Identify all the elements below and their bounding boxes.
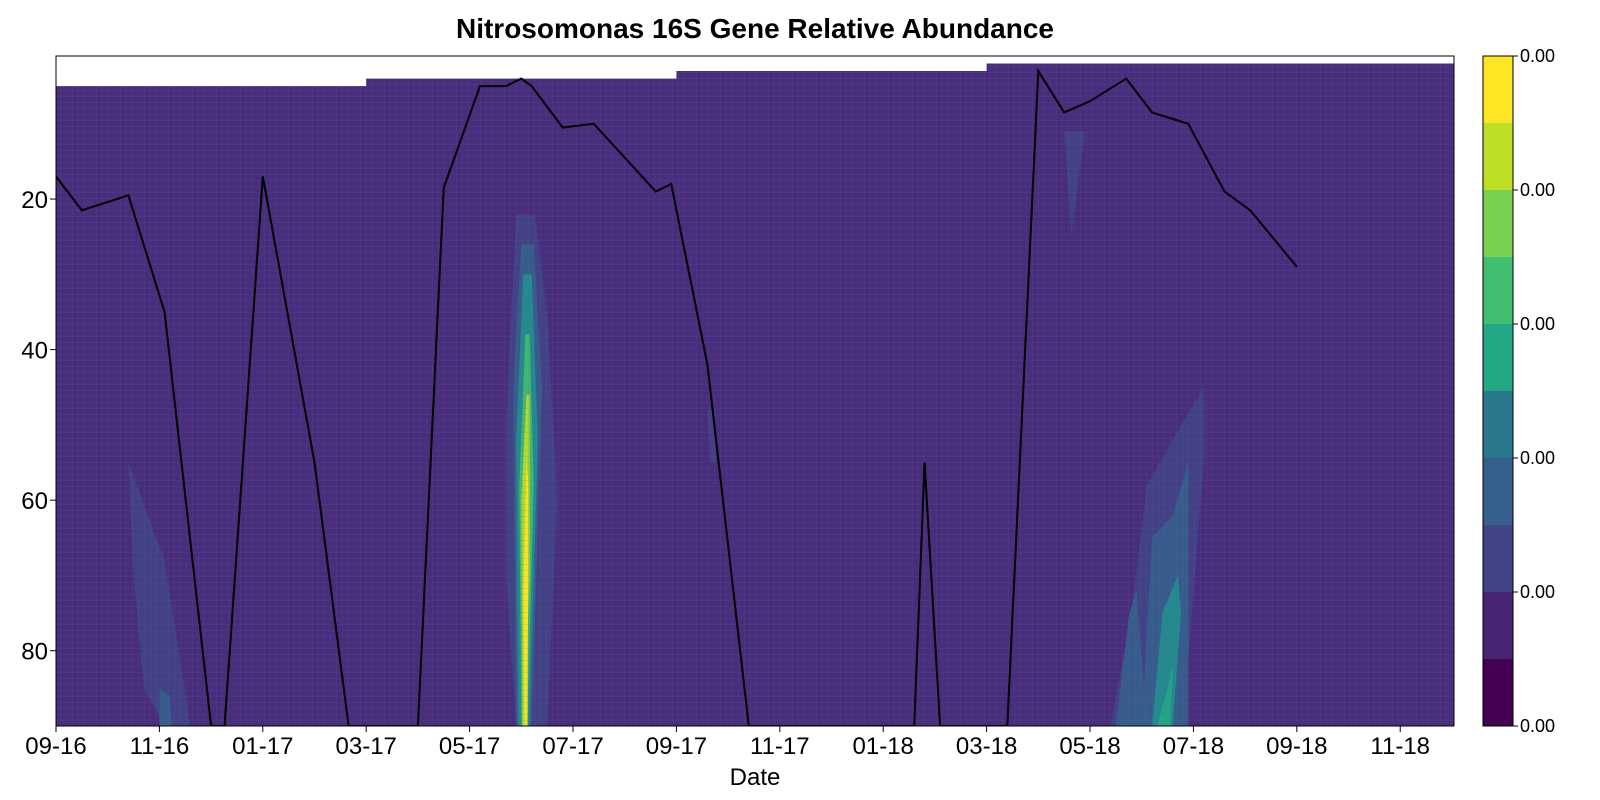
x-tick-label: 01-17 [232, 733, 293, 760]
x-tick-label: 07-17 [542, 733, 603, 760]
line-series [56, 67, 1298, 726]
colorbar: 0.00 0.00 0.00 0.00 0.00 0.00 [1482, 46, 1555, 736]
x-axis-label: Date [730, 764, 781, 791]
x-axis: 09-16 11-16 01-17 03-17 05-17 07-17 09-17 11-17… [25, 726, 1430, 760]
x-tick-label: 09-17 [646, 733, 707, 760]
x-tick-label: 11-18 [1370, 733, 1430, 760]
x-tick-label: 07-18 [1163, 733, 1224, 760]
x-tick-label: 09-16 [25, 733, 86, 760]
x-tick-label: 09-18 [1266, 733, 1327, 760]
plot-frame [55, 55, 1455, 727]
colorbar-tick-label: 0.00 [1520, 716, 1555, 736]
heatmap-grid [56, 63, 1454, 726]
colorbar-level-2 [1483, 525, 1513, 592]
x-tick-label: 05-18 [1059, 733, 1120, 760]
colorbar-level-7 [1483, 190, 1513, 257]
colorbar-level-1 [1483, 592, 1513, 659]
x-tick-label: 03-17 [336, 733, 397, 760]
y-tick-label: 80 [21, 639, 48, 666]
y-tick-label: 40 [21, 338, 48, 365]
colorbar-tick-label: 0.00 [1520, 448, 1555, 468]
x-tick-label: 03-18 [956, 733, 1017, 760]
chart-title: Nitrosomonas 16S Gene Relative Abundance [456, 13, 1054, 44]
colorbar-level-3 [1483, 458, 1513, 525]
x-tick-label: 01-18 [853, 733, 914, 760]
y-tick-label: 20 [21, 187, 48, 214]
colorbar-frame [1482, 55, 1514, 727]
colorbar-level-8 [1483, 123, 1513, 190]
colorbar-level-4 [1483, 391, 1513, 458]
y-axis: 20 40 60 80 [21, 187, 56, 666]
line-layer [56, 67, 1298, 726]
x-tick-label: 11-17 [750, 733, 810, 760]
colorbar-level-5 [1483, 324, 1513, 391]
colorbar-tick-label: 0.00 [1520, 46, 1555, 66]
plot-area [56, 56, 1454, 726]
x-tick-label: 05-17 [439, 733, 500, 760]
colorbar-level-9 [1483, 56, 1513, 123]
x-tick-label: 11-16 [130, 733, 190, 760]
colorbar-tick-label: 0.00 [1520, 180, 1555, 200]
heatmap-gridlines [56, 63, 1454, 726]
colorbar-level-0 [1483, 659, 1513, 726]
colorbar-tick-label: 0.00 [1520, 582, 1555, 602]
y-tick-label: 60 [21, 488, 48, 515]
colorbar-tick-label: 0.00 [1520, 314, 1555, 334]
colorbar-level-6 [1483, 257, 1513, 324]
